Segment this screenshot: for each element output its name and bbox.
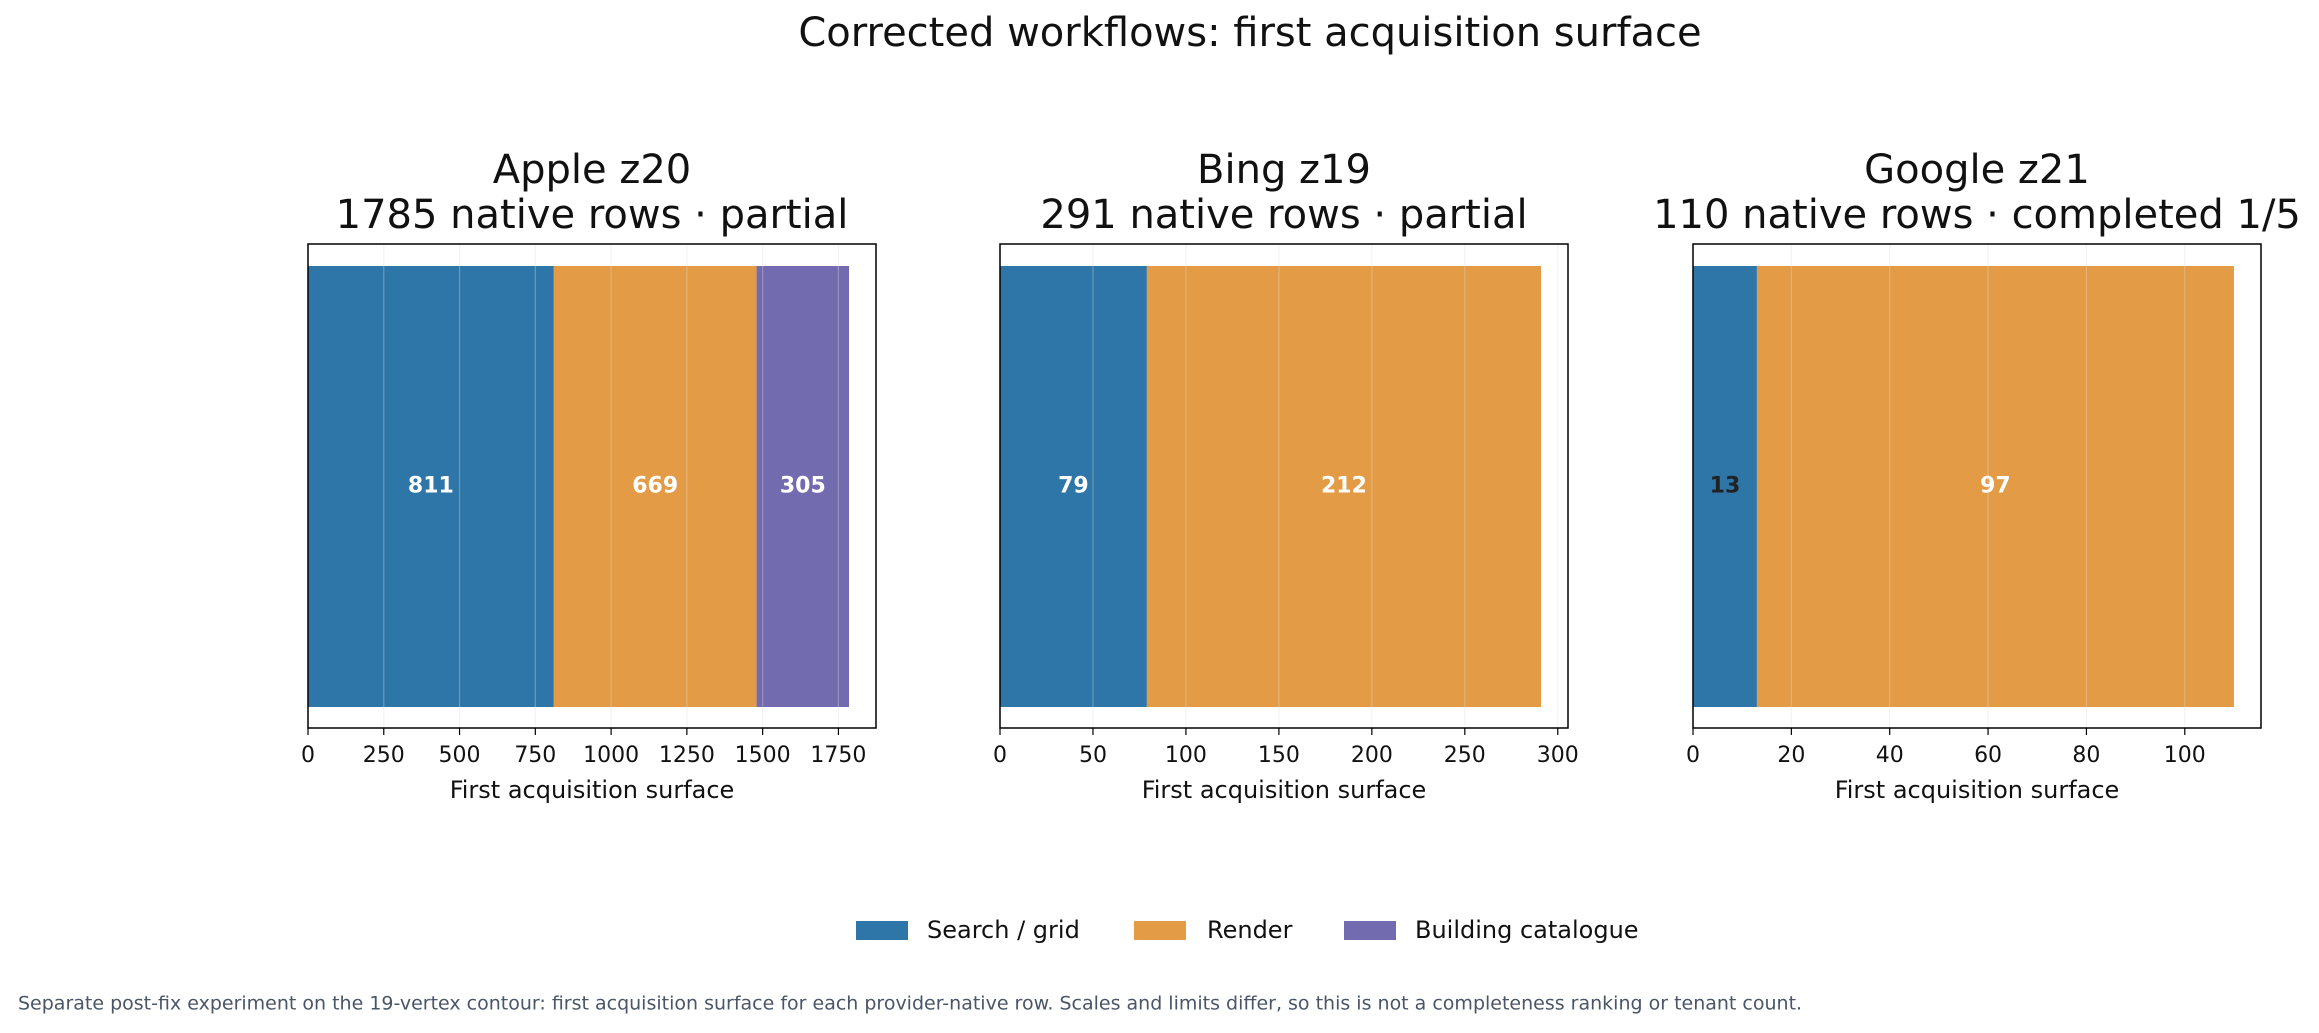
legend-label: Search / grid	[927, 916, 1080, 944]
x-tick-label: 300	[1537, 743, 1579, 768]
bar-segment	[1146, 266, 1542, 707]
value-label: 13	[1710, 474, 1741, 499]
x-tick-label: 20	[1777, 743, 1805, 768]
bar-segment	[756, 266, 850, 707]
x-tick-label: 100	[1165, 743, 1207, 768]
bar-segment	[1693, 266, 1757, 707]
x-tick-label: 100	[2164, 743, 2206, 768]
figure-title: Corrected workflows: first acquisition s…	[798, 10, 1701, 56]
chart-title: Bing z19	[1197, 147, 1371, 193]
x-tick-label: 1500	[735, 743, 791, 768]
x-tick-label: 0	[301, 743, 315, 768]
value-label: 212	[1321, 474, 1367, 499]
bar-segment	[1756, 266, 2234, 707]
bar-segment	[308, 266, 554, 707]
chart-title: Google z21	[1864, 147, 2090, 193]
value-label: 97	[1980, 474, 2011, 499]
value-label: 669	[632, 474, 678, 499]
axes-frame	[307, 243, 877, 729]
legend-swatch	[1344, 921, 1396, 940]
legend-label: Building catalogue	[1415, 916, 1639, 944]
chart-title: Apple z20	[493, 147, 691, 193]
x-tick-label: 1000	[583, 743, 639, 768]
axes-frame	[999, 243, 1569, 729]
x-tick-label: 40	[1876, 743, 1904, 768]
value-label: 811	[408, 474, 454, 499]
chart-subtitle: 291 native rows · partial	[1040, 192, 1527, 238]
x-tick-label: 150	[1258, 743, 1300, 768]
x-tick-label: 200	[1351, 743, 1393, 768]
legend-swatch	[1134, 921, 1186, 940]
x-tick-label: 80	[2072, 743, 2100, 768]
value-label: 305	[780, 474, 826, 499]
x-axis-label: First acquisition surface	[1835, 776, 2120, 804]
x-tick-label: 1750	[810, 743, 866, 768]
x-tick-label: 0	[993, 743, 1007, 768]
axes-frame	[1692, 243, 2262, 729]
x-tick-label: 1250	[659, 743, 715, 768]
x-tick-label: 250	[363, 743, 405, 768]
bar-segment	[1000, 266, 1147, 707]
x-tick-label: 60	[1974, 743, 2002, 768]
bar-segment	[553, 266, 757, 707]
x-tick-label: 500	[439, 743, 481, 768]
x-tick-label: 0	[1686, 743, 1700, 768]
x-tick-label: 50	[1079, 743, 1107, 768]
footnote: Separate post-fix experiment on the 19-v…	[18, 993, 1802, 1015]
legend-swatch	[856, 921, 908, 940]
x-tick-label: 750	[514, 743, 556, 768]
x-tick-label: 250	[1444, 743, 1486, 768]
x-axis-label: First acquisition surface	[450, 776, 735, 804]
chart-subtitle: 110 native rows · completed 1/5	[1653, 192, 2301, 238]
chart-subtitle: 1785 native rows · partial	[336, 192, 849, 238]
x-axis-label: First acquisition surface	[1142, 776, 1427, 804]
legend-label: Render	[1207, 916, 1293, 944]
value-label: 79	[1058, 474, 1089, 499]
